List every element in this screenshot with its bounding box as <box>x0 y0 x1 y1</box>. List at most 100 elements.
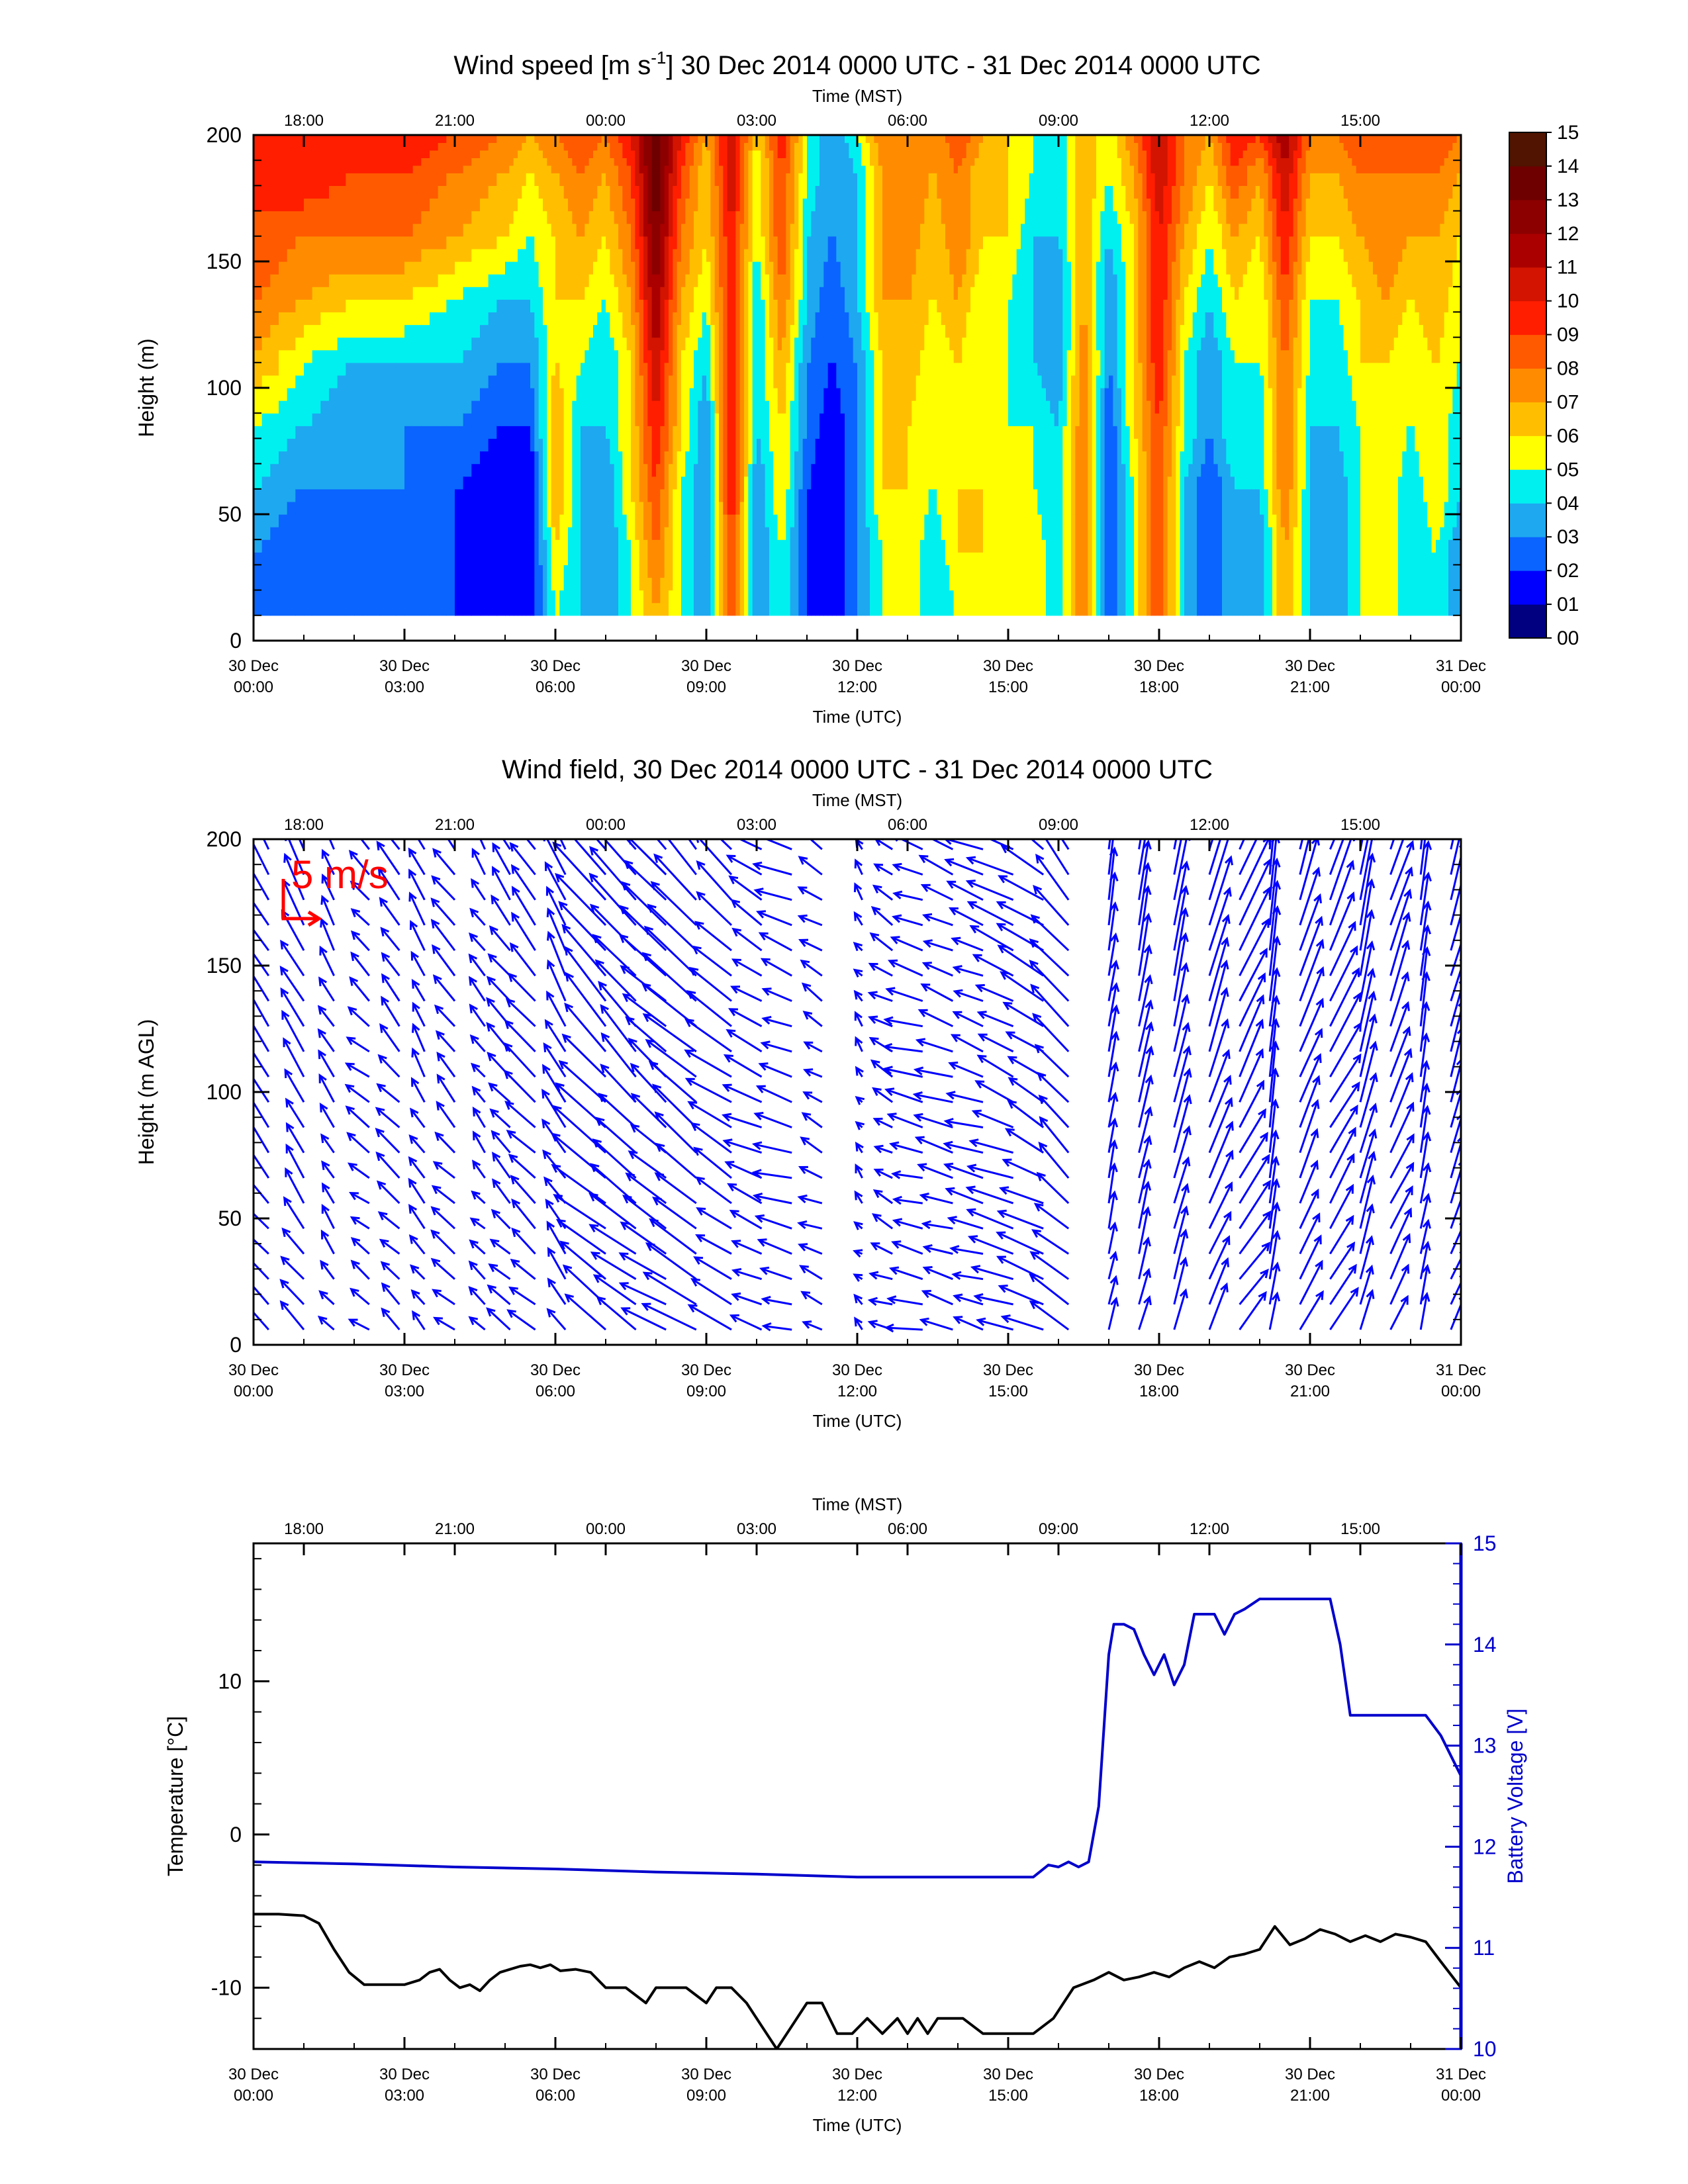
heatmap-cell <box>287 514 296 527</box>
heatmap-cell <box>543 274 547 287</box>
heatmap-cell <box>534 337 539 351</box>
heatmap-cell <box>631 142 635 151</box>
heatmap-cell <box>669 158 673 166</box>
heatmap-cell <box>254 362 263 376</box>
heatmap-cell <box>337 236 346 250</box>
heatmap-cell <box>882 173 887 186</box>
heatmap-cell <box>731 142 736 151</box>
heatmap-cell <box>576 185 581 199</box>
heatmap-cell <box>471 552 481 565</box>
heatmap-cell <box>710 299 716 312</box>
heatmap-cell <box>534 451 539 465</box>
heatmap-cell <box>505 185 510 199</box>
heatmap-cell <box>505 150 510 158</box>
heatmap-cell <box>895 451 900 465</box>
heatmap-cell <box>543 375 547 388</box>
heatmap-cell <box>387 476 397 490</box>
heatmap-cell <box>618 274 623 287</box>
heatmap-cell <box>673 565 678 578</box>
heatmap-cell <box>572 173 577 186</box>
heatmap-cell <box>845 150 849 158</box>
heatmap-cell <box>261 514 271 527</box>
heatmap-cell <box>295 135 305 144</box>
heatmap-cell <box>530 476 535 490</box>
heatmap-cell <box>279 312 288 326</box>
heatmap-cell <box>673 150 678 158</box>
heatmap-cell <box>849 426 854 439</box>
heatmap-cell <box>639 388 644 401</box>
heatmap-cell <box>551 198 556 212</box>
heatmap-cell <box>685 438 690 452</box>
heatmap-cell <box>446 362 455 376</box>
heatmap-cell <box>530 438 535 452</box>
heatmap-cell <box>878 438 883 452</box>
heatmap-cell <box>337 501 346 515</box>
heatmap-cell <box>849 388 854 401</box>
heatmap-cell <box>731 135 736 144</box>
heatmap-cell <box>807 312 812 326</box>
heatmap-cell <box>304 185 313 199</box>
heatmap-cell <box>505 337 510 351</box>
heatmap-cell <box>773 287 778 300</box>
heatmap-cell <box>618 552 623 565</box>
heatmap-cell <box>807 299 812 312</box>
heatmap-cell <box>895 388 900 401</box>
heatmap-cell <box>719 426 724 439</box>
heatmap-cell <box>886 274 892 287</box>
heatmap-cell <box>329 375 338 388</box>
heatmap-cell <box>694 299 698 312</box>
heatmap-cell <box>509 362 514 376</box>
heatmap-cell <box>480 527 489 540</box>
heatmap-cell <box>769 173 774 186</box>
heatmap-cell <box>287 349 296 363</box>
heatmap-cell <box>840 514 845 527</box>
heatmap-cell <box>748 349 753 363</box>
heatmap-cell <box>412 299 422 312</box>
heatmap-cell <box>865 165 870 173</box>
heatmap-cell <box>572 135 577 144</box>
heatmap-cell <box>647 539 653 553</box>
heatmap-cell <box>626 451 632 465</box>
heatmap-cell <box>631 299 635 312</box>
heatmap-cell <box>782 261 786 275</box>
heatmap-cell <box>597 388 602 401</box>
heatmap-cell <box>404 501 414 515</box>
heatmap-cell <box>794 362 799 376</box>
heatmap-cell <box>827 349 833 363</box>
heatmap-cell <box>547 198 552 212</box>
heatmap-cell <box>572 274 577 287</box>
heatmap-cell <box>618 165 623 173</box>
heatmap-cell <box>254 400 263 414</box>
heatmap-cell <box>530 185 535 199</box>
heatmap-cell <box>404 165 414 173</box>
heatmap-cell <box>480 261 489 275</box>
heatmap-cell <box>647 413 653 426</box>
heatmap-cell <box>480 501 489 515</box>
heatmap-cell <box>849 488 854 502</box>
heatmap-cell <box>823 261 829 275</box>
heatmap-cell <box>597 451 602 465</box>
heatmap-cell <box>673 274 678 287</box>
heatmap-cell <box>635 514 640 527</box>
heatmap-cell <box>387 400 397 414</box>
heatmap-cell <box>698 165 703 173</box>
heatmap-cell <box>773 501 778 515</box>
heatmap-cell <box>496 438 506 452</box>
heatmap-cell <box>279 324 288 338</box>
heatmap-cell <box>739 274 745 287</box>
heatmap-cell <box>387 135 397 144</box>
heatmap-cell <box>543 451 547 465</box>
heatmap-cell <box>827 210 833 224</box>
heatmap-cell <box>581 185 585 199</box>
heatmap-cell <box>488 158 497 166</box>
heatmap-cell <box>543 324 547 338</box>
heatmap-cell <box>773 413 778 426</box>
heatmap-cell <box>626 236 632 250</box>
heatmap-cell <box>769 165 774 173</box>
heatmap-cell <box>543 165 547 173</box>
heatmap-cell <box>320 185 330 199</box>
heatmap-cell <box>371 602 380 616</box>
heatmap-cell <box>827 236 833 250</box>
heatmap-cell <box>572 349 577 363</box>
heatmap-cell <box>874 400 879 414</box>
